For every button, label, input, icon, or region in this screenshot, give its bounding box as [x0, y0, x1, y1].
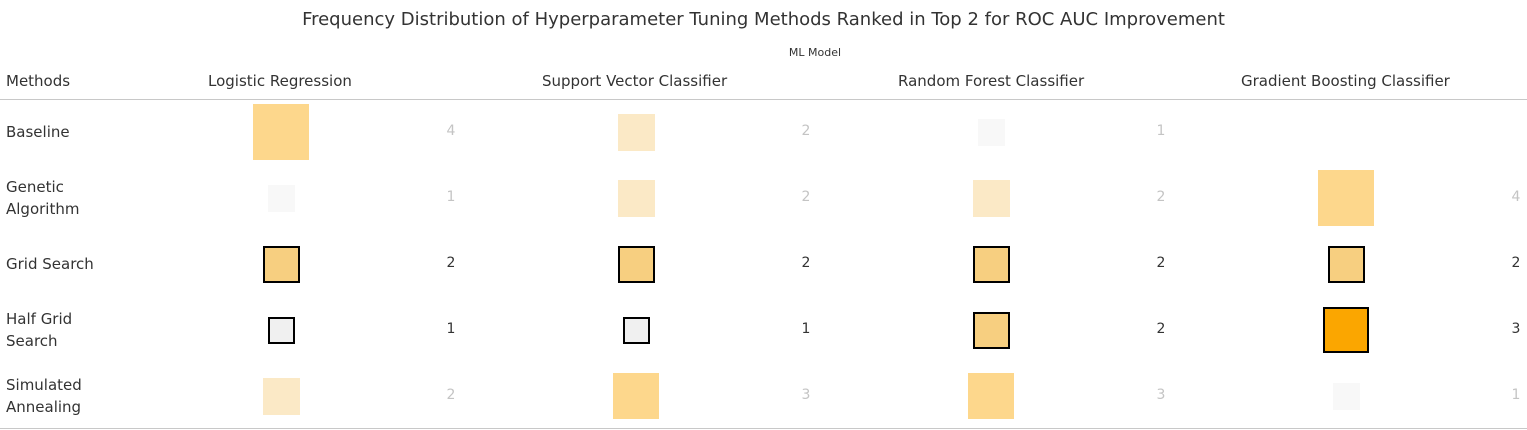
cell-square-half-grid-search-random-forest-classifier: [973, 312, 1010, 349]
cell-square-grid-search-random-forest-classifier: [973, 246, 1010, 283]
cell-square-baseline-support-vector-classifier: [618, 114, 655, 151]
cell-count-simulated-annealing-gradient-boosting-classifier: 1: [1511, 387, 1521, 403]
row-label-half-grid-search: Half Grid Search: [6, 310, 73, 350]
column-header-support-vector-classifier: Support Vector Classifier: [542, 72, 728, 90]
cell-count-half-grid-search-logistic-regression: 1: [446, 321, 456, 337]
column-header-logistic-regression: Logistic Regression: [208, 72, 352, 90]
cell-count-grid-search-gradient-boosting-classifier: 2: [1511, 255, 1521, 271]
column-group-label: ML Model: [788, 46, 842, 59]
cell-square-genetic-algorithm-logistic-regression: [268, 185, 295, 212]
cell-square-half-grid-search-logistic-regression: [268, 317, 295, 344]
cell-square-genetic-algorithm-random-forest-classifier: [973, 180, 1010, 217]
row-label-simulated-annealing: Simulated Annealing: [6, 376, 82, 416]
cell-square-simulated-annealing-support-vector-classifier: [613, 373, 659, 419]
cell-square-grid-search-gradient-boosting-classifier: [1328, 246, 1365, 283]
cell-square-half-grid-search-gradient-boosting-classifier: [1323, 307, 1369, 353]
chart-title: Frequency Distribution of Hyperparameter…: [302, 9, 1225, 30]
column-header-gradient-boosting-classifier: Gradient Boosting Classifier: [1241, 72, 1450, 90]
cell-square-grid-search-support-vector-classifier: [618, 246, 655, 283]
cell-count-genetic-algorithm-gradient-boosting-classifier: 4: [1511, 189, 1521, 205]
column-header-random-forest-classifier: Random Forest Classifier: [898, 72, 1085, 90]
cell-count-baseline-logistic-regression: 4: [446, 123, 456, 139]
cell-square-genetic-algorithm-support-vector-classifier: [618, 180, 655, 217]
cell-square-simulated-annealing-logistic-regression: [263, 378, 300, 415]
cell-count-simulated-annealing-random-forest-classifier: 3: [1156, 387, 1166, 403]
header-divider: [0, 99, 1527, 100]
cell-count-genetic-algorithm-support-vector-classifier: 2: [801, 189, 811, 205]
cell-square-half-grid-search-support-vector-classifier: [623, 317, 650, 344]
cell-count-genetic-algorithm-random-forest-classifier: 2: [1156, 189, 1166, 205]
cell-count-grid-search-random-forest-classifier: 2: [1156, 255, 1166, 271]
cell-square-simulated-annealing-random-forest-classifier: [968, 373, 1014, 419]
cell-count-baseline-support-vector-classifier: 2: [801, 123, 811, 139]
cell-count-half-grid-search-random-forest-classifier: 2: [1156, 321, 1166, 337]
cell-count-baseline-random-forest-classifier: 1: [1156, 123, 1166, 139]
cell-square-baseline-random-forest-classifier: [978, 119, 1005, 146]
cell-count-simulated-annealing-support-vector-classifier: 3: [801, 387, 811, 403]
row-header-label: Methods: [6, 72, 71, 90]
cell-count-genetic-algorithm-logistic-regression: 1: [446, 189, 456, 205]
row-label-genetic-algorithm: Genetic Algorithm: [6, 178, 80, 218]
cell-count-half-grid-search-support-vector-classifier: 1: [801, 321, 811, 337]
cell-square-genetic-algorithm-gradient-boosting-classifier: [1318, 170, 1374, 226]
row-label-grid-search: Grid Search: [6, 255, 94, 273]
cell-count-simulated-annealing-logistic-regression: 2: [446, 387, 456, 403]
cell-count-half-grid-search-gradient-boosting-classifier: 3: [1511, 321, 1521, 337]
cell-square-grid-search-logistic-regression: [263, 246, 300, 283]
cell-count-grid-search-logistic-regression: 2: [446, 255, 456, 271]
cell-count-grid-search-support-vector-classifier: 2: [801, 255, 811, 271]
bottom-divider: [0, 428, 1527, 429]
row-label-baseline: Baseline: [6, 123, 70, 141]
cell-square-simulated-annealing-gradient-boosting-classifier: [1333, 383, 1360, 410]
cell-square-baseline-logistic-regression: [253, 104, 309, 160]
